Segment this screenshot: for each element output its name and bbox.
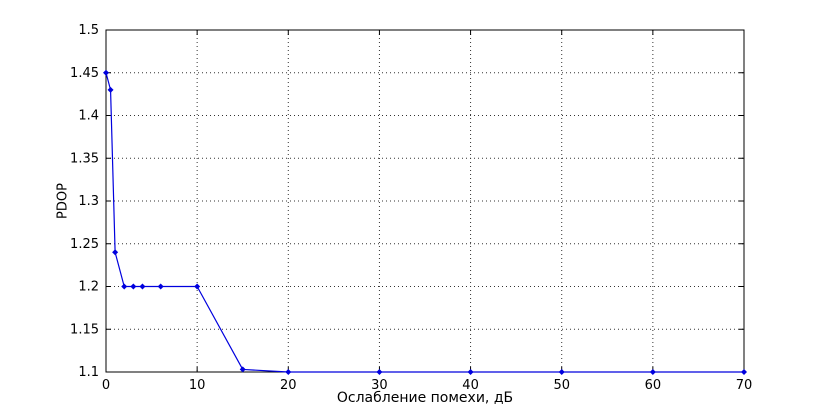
data-point-marker bbox=[139, 283, 146, 290]
x-tick-label: 60 bbox=[645, 378, 662, 393]
data-point-marker bbox=[467, 369, 474, 375]
data-point-marker bbox=[741, 369, 747, 375]
y-tick-label: 1.4 bbox=[78, 109, 99, 124]
data-point-marker bbox=[194, 283, 201, 290]
y-tick-label: 1.3 bbox=[78, 194, 99, 209]
x-tick-label: 20 bbox=[280, 378, 297, 393]
data-point-marker bbox=[112, 249, 119, 256]
data-point-marker bbox=[130, 283, 137, 290]
y-axis-label: PDOP bbox=[55, 183, 71, 219]
data-point-marker bbox=[239, 366, 246, 373]
data-point-marker bbox=[107, 86, 114, 93]
y-tick-label: 1.35 bbox=[70, 151, 99, 166]
y-tick-label: 1.5 bbox=[78, 23, 99, 38]
x-axis-label: Ослабление помехи, дБ bbox=[336, 390, 514, 406]
axes-box bbox=[105, 29, 745, 373]
y-tick-label: 1.25 bbox=[70, 237, 99, 252]
data-polyline bbox=[105, 72, 744, 373]
x-tick-label: 10 bbox=[189, 378, 206, 393]
y-tick-label: 1.15 bbox=[70, 322, 99, 337]
x-tick-label: 70 bbox=[736, 378, 753, 393]
data-point-marker bbox=[285, 369, 292, 375]
x-tick-label: 0 bbox=[102, 378, 110, 393]
data-point-marker bbox=[121, 283, 128, 290]
y-tick-label: 1.45 bbox=[70, 66, 99, 81]
data-point-marker bbox=[649, 369, 656, 375]
data-point-marker bbox=[376, 369, 383, 375]
y-tick-label: 1.1 bbox=[78, 365, 99, 380]
x-tick-label: 50 bbox=[553, 378, 570, 393]
data-point-marker bbox=[103, 69, 109, 76]
x-tick-label: 30 bbox=[371, 378, 388, 393]
data-point-marker bbox=[157, 283, 164, 290]
data-point-marker bbox=[558, 369, 565, 375]
y-tick-label: 1.2 bbox=[78, 280, 99, 295]
x-tick-label: 40 bbox=[462, 378, 479, 393]
